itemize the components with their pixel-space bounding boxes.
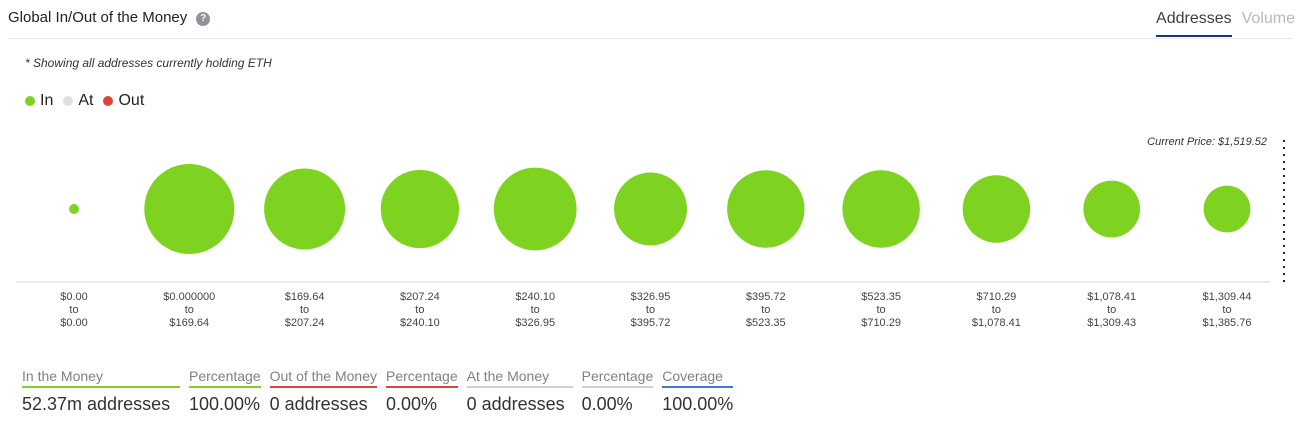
tick-label-7-2: $710.29 (861, 317, 901, 329)
stat-value: 52.37m addresses (22, 394, 171, 414)
stat-value: 0 addresses (466, 394, 565, 414)
stat-value: 0 addresses (269, 394, 368, 414)
bubble-6[interactable] (727, 170, 805, 248)
legend-in-dot-icon (25, 96, 35, 106)
stat-label: Percentage (386, 368, 458, 388)
tick-label-8-0: $710.29 (977, 291, 1017, 303)
bubble-2[interactable] (264, 168, 346, 250)
bubble-9[interactable] (1083, 180, 1141, 238)
tick-label-4-1: to (531, 304, 540, 316)
tick-label-3-2: $240.10 (400, 317, 440, 329)
tick-label-0-1: to (69, 304, 78, 316)
help-icon[interactable]: ? (196, 11, 211, 26)
stat-coverage: Coverage 100.00% (662, 368, 734, 415)
chart-title: Global In/Out of the Money ? (8, 9, 211, 26)
legend-at-dot-icon (63, 96, 74, 106)
stat-label: In the Money (22, 368, 180, 388)
tick-label-6-2: $523.35 (746, 317, 786, 329)
tab-volume[interactable]: Volume (1241, 10, 1295, 27)
legend-out-dot-icon (103, 96, 114, 106)
legend-at-label: At (78, 92, 94, 109)
tick-label-3-0: $207.24 (400, 291, 440, 303)
bubble-10[interactable] (1203, 185, 1251, 233)
chart-title-text: Global In/Out of the Money (8, 9, 188, 26)
legend-in-label: In (40, 92, 54, 109)
stat-in-percentage: Percentage 100.00% (189, 368, 261, 415)
tick-label-2-1: to (300, 304, 309, 316)
legend-item-in[interactable]: In (25, 92, 53, 110)
tick-label-4-0: $240.10 (515, 291, 555, 303)
stat-out-of-the-money: Out of the Money 0 addresses (269, 368, 378, 415)
bubble-5[interactable] (614, 172, 687, 246)
tick-label-0-0: $0.00 (60, 291, 88, 303)
stat-in-the-money: In the Money 52.37m addresses (22, 368, 180, 415)
tick-label-0-2: $0.00 (60, 317, 88, 329)
tick-label-2-0: $169.64 (285, 291, 325, 303)
bubble-chart: $0.00to$0.00$0.000000to$169.64$169.64to$… (16, 140, 1285, 329)
tick-label-1-1: to (185, 304, 194, 316)
tab-addresses[interactable]: Addresses (1156, 10, 1232, 37)
bubble-3[interactable] (380, 169, 460, 249)
tick-label-10-2: $1,385.76 (1203, 317, 1252, 329)
stat-value: 100.00% (189, 394, 261, 414)
legend-out-label: Out (118, 92, 145, 109)
tick-label-3-1: to (415, 304, 424, 316)
legend: In At Out (25, 92, 144, 110)
tick-label-6-1: to (761, 304, 770, 316)
stat-label: At the Money (466, 368, 573, 388)
stat-value: 100.00% (662, 394, 734, 414)
tick-label-7-1: to (877, 304, 886, 316)
stat-label: Coverage (662, 368, 734, 388)
stat-value: 0.00% (581, 394, 633, 414)
stat-label: Percentage (581, 368, 654, 388)
tick-label-9-0: $1,078.41 (1087, 291, 1136, 303)
stat-value: 0.00% (386, 394, 438, 414)
tick-label-4-2: $326.95 (515, 317, 555, 329)
summary-stats: In the Money 52.37m addresses Percentage… (22, 368, 734, 415)
stat-at-the-money: At the Money 0 addresses (466, 368, 573, 415)
tick-label-7-0: $523.35 (861, 291, 901, 303)
bubble-1[interactable] (144, 164, 235, 254)
header-divider (8, 38, 1293, 39)
tick-label-1-0: $0.000000 (163, 291, 215, 303)
tick-label-8-1: to (992, 304, 1001, 316)
current-price-label: Current Price: $1,519.52 (1147, 136, 1267, 148)
stat-at-percentage: Percentage 0.00% (581, 368, 654, 415)
tick-label-5-2: $395.72 (631, 317, 671, 329)
tick-label-10-1: to (1222, 304, 1231, 316)
tick-label-10-0: $1,309.44 (1203, 291, 1252, 303)
tick-label-2-2: $207.24 (285, 317, 325, 329)
tick-label-9-1: to (1107, 304, 1116, 316)
legend-item-at[interactable]: At (63, 92, 93, 110)
view-tabs: Addresses Volume (1156, 10, 1295, 37)
bubble-8[interactable] (962, 175, 1031, 243)
tick-label-5-1: to (646, 304, 655, 316)
stat-label: Percentage (189, 368, 261, 388)
tick-label-8-2: $1,078.41 (972, 317, 1021, 329)
bubble-4[interactable] (493, 167, 577, 251)
tick-label-6-0: $395.72 (746, 291, 786, 303)
bubble-0[interactable] (69, 204, 79, 214)
stat-out-percentage: Percentage 0.00% (386, 368, 458, 415)
stat-label: Out of the Money (269, 368, 378, 388)
holding-note: * Showing all addresses currently holdin… (25, 56, 272, 70)
tick-label-1-2: $169.64 (169, 317, 209, 329)
tick-label-5-0: $326.95 (631, 291, 671, 303)
legend-item-out[interactable]: Out (103, 92, 144, 110)
tick-label-9-2: $1,309.43 (1087, 317, 1136, 329)
bubble-7[interactable] (842, 170, 920, 248)
